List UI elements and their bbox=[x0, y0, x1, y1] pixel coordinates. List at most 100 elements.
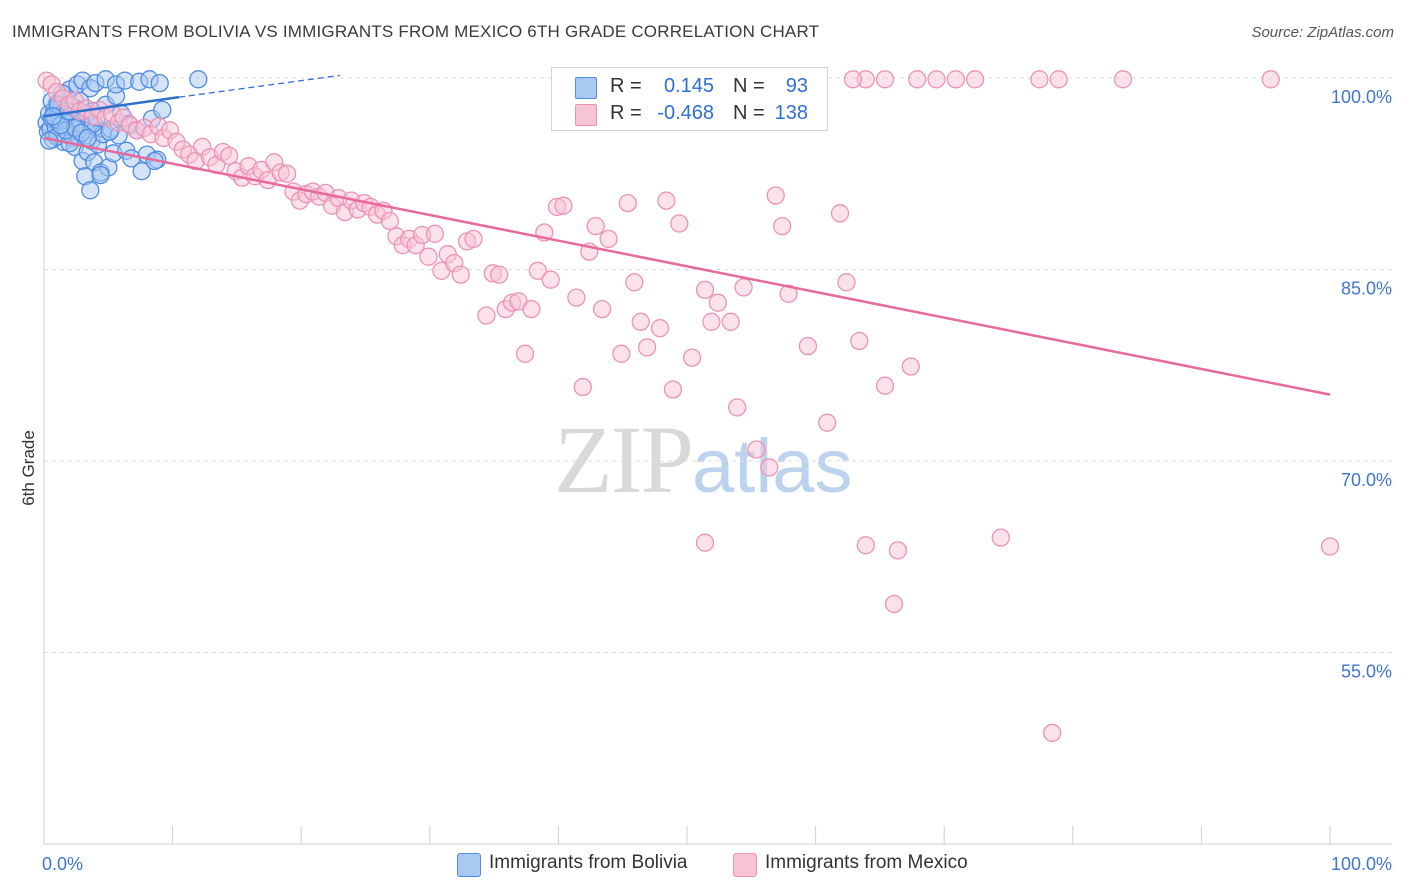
series-mexico-points bbox=[37, 70, 1340, 743]
bolivia-point-68 bbox=[189, 70, 208, 89]
mexico-point-80 bbox=[554, 196, 573, 215]
bolivia-point-52 bbox=[132, 162, 151, 181]
chart-title: IMMIGRANTS FROM BOLIVIA VS IMMIGRANTS FR… bbox=[12, 22, 820, 41]
mexico-point-109 bbox=[818, 413, 837, 432]
mexico-point-70 bbox=[490, 265, 509, 284]
mexico-point-76 bbox=[528, 261, 547, 280]
mexico-point-120 bbox=[1043, 723, 1062, 743]
mexico-swatch bbox=[575, 104, 597, 126]
mexico-r-value: -0.468 bbox=[657, 102, 714, 124]
trend-lines bbox=[43, 74, 1331, 396]
mexico-point-94 bbox=[663, 380, 683, 399]
mexico-point-89 bbox=[625, 273, 644, 292]
mexico-point-91 bbox=[637, 338, 657, 357]
mexico-point-99 bbox=[708, 293, 728, 312]
bolivia-point-67 bbox=[150, 73, 169, 93]
legend-row-mexico: R = -0.468 N = 138 bbox=[552, 101, 827, 127]
mexico-point-137 bbox=[875, 70, 895, 89]
mexico-point-74 bbox=[515, 344, 535, 363]
mexico-point-126 bbox=[965, 70, 985, 89]
mexico-point-100 bbox=[721, 312, 740, 331]
source-label: Source: ZipAtlas.com bbox=[1251, 24, 1394, 41]
mexico-point-112 bbox=[850, 331, 869, 351]
mexico-point-129 bbox=[908, 70, 927, 89]
mexico-point-101 bbox=[728, 398, 747, 417]
mexico-point-95 bbox=[670, 214, 689, 233]
mexico-point-125 bbox=[1030, 70, 1049, 89]
bolivia-point-56 bbox=[153, 100, 172, 120]
mexico-point-68 bbox=[477, 306, 496, 325]
mexico-point-75 bbox=[522, 299, 541, 319]
bolivia-trend-line bbox=[43, 95, 180, 118]
x-tick-label-min: 0.0% bbox=[42, 854, 83, 874]
mexico-point-86 bbox=[599, 229, 618, 249]
bolivia-legend-label: Immigrants from Bolivia bbox=[489, 852, 688, 873]
mexico-point-121 bbox=[1320, 537, 1340, 556]
y-tick-label-2: 85.0% bbox=[1341, 279, 1392, 299]
mexico-point-54 bbox=[380, 211, 400, 231]
mexico-point-116 bbox=[856, 536, 875, 555]
mexico-point-67 bbox=[464, 229, 483, 249]
mexico-point-128 bbox=[927, 70, 946, 89]
x-tick-label-max: 100.0% bbox=[1331, 854, 1392, 874]
bolivia-r-value: 0.145 bbox=[663, 75, 714, 97]
mexico-point-97 bbox=[695, 280, 715, 300]
mexico-point-90 bbox=[631, 312, 650, 331]
mexico-point-107 bbox=[779, 284, 798, 303]
mexico-point-105 bbox=[766, 186, 785, 205]
bolivia-point-88 bbox=[78, 128, 97, 148]
mexico-n-value: 138 bbox=[774, 102, 808, 124]
axes bbox=[43, 72, 1392, 845]
bolivia-point-69 bbox=[91, 165, 110, 185]
mexico-point-85 bbox=[592, 299, 612, 319]
y-axis-label: 6th Grade bbox=[19, 430, 38, 506]
r-label: R = bbox=[610, 75, 642, 97]
watermark: ZIPatlas bbox=[554, 404, 853, 515]
mexico-point-38 bbox=[277, 164, 297, 183]
mexico-point-117 bbox=[888, 541, 908, 560]
mexico-point-111 bbox=[837, 273, 856, 292]
mexico-point-78 bbox=[541, 270, 560, 289]
r-label: R = bbox=[610, 102, 642, 124]
tick-labels: 55.0% 70.0% 85.0% 100.0% 0.0% 100.0% bbox=[42, 87, 1392, 874]
mexico-point-65 bbox=[451, 265, 470, 284]
mexico-point-108 bbox=[798, 336, 818, 356]
mexico-point-103 bbox=[747, 440, 766, 459]
mexico-point-136 bbox=[843, 70, 863, 89]
mexico-point-122 bbox=[1261, 70, 1280, 89]
mexico-point-119 bbox=[991, 528, 1010, 547]
watermark-zip: ZIP bbox=[554, 406, 694, 513]
bolivia-point-34 bbox=[81, 181, 100, 200]
y-tick-label-0: 55.0% bbox=[1341, 662, 1392, 682]
mexico-point-115 bbox=[695, 533, 715, 552]
mexico-point-123 bbox=[1113, 70, 1133, 89]
mexico-point-82 bbox=[573, 377, 592, 397]
mexico-point-106 bbox=[773, 216, 792, 236]
n-label: N = bbox=[733, 75, 765, 97]
bolivia-n-value: 93 bbox=[785, 75, 808, 97]
mexico-point-113 bbox=[875, 376, 895, 395]
mexico-point-81 bbox=[567, 288, 586, 307]
mexico-point-88 bbox=[618, 193, 637, 213]
mexico-point-84 bbox=[586, 216, 605, 236]
mexico-point-96 bbox=[682, 348, 702, 367]
bolivia-swatch bbox=[575, 77, 597, 99]
mexico-legend-swatch bbox=[733, 853, 757, 877]
mexico-point-124 bbox=[1049, 70, 1068, 89]
bolivia-legend-swatch bbox=[457, 853, 481, 877]
mexico-point-98 bbox=[702, 312, 721, 331]
mexico-point-60 bbox=[419, 247, 438, 266]
mexico-point-110 bbox=[830, 204, 850, 223]
y-tick-label-1: 70.0% bbox=[1341, 470, 1392, 490]
legend-row-bolivia: R = 0.145 N = 93 bbox=[552, 74, 827, 100]
mexico-point-102 bbox=[734, 278, 753, 297]
mexico-point-127 bbox=[946, 70, 965, 89]
mexico-point-29 bbox=[220, 146, 239, 166]
bolivia-trend-extension bbox=[178, 74, 340, 98]
y-tick-label-3: 100.0% bbox=[1331, 87, 1392, 107]
mexico-trend-line bbox=[43, 136, 1331, 396]
correlation-legend: R = 0.145 N = 93 R = -0.468 N = 138 bbox=[551, 67, 828, 131]
mexico-point-61 bbox=[425, 224, 445, 243]
mexico-point-87 bbox=[612, 344, 631, 363]
